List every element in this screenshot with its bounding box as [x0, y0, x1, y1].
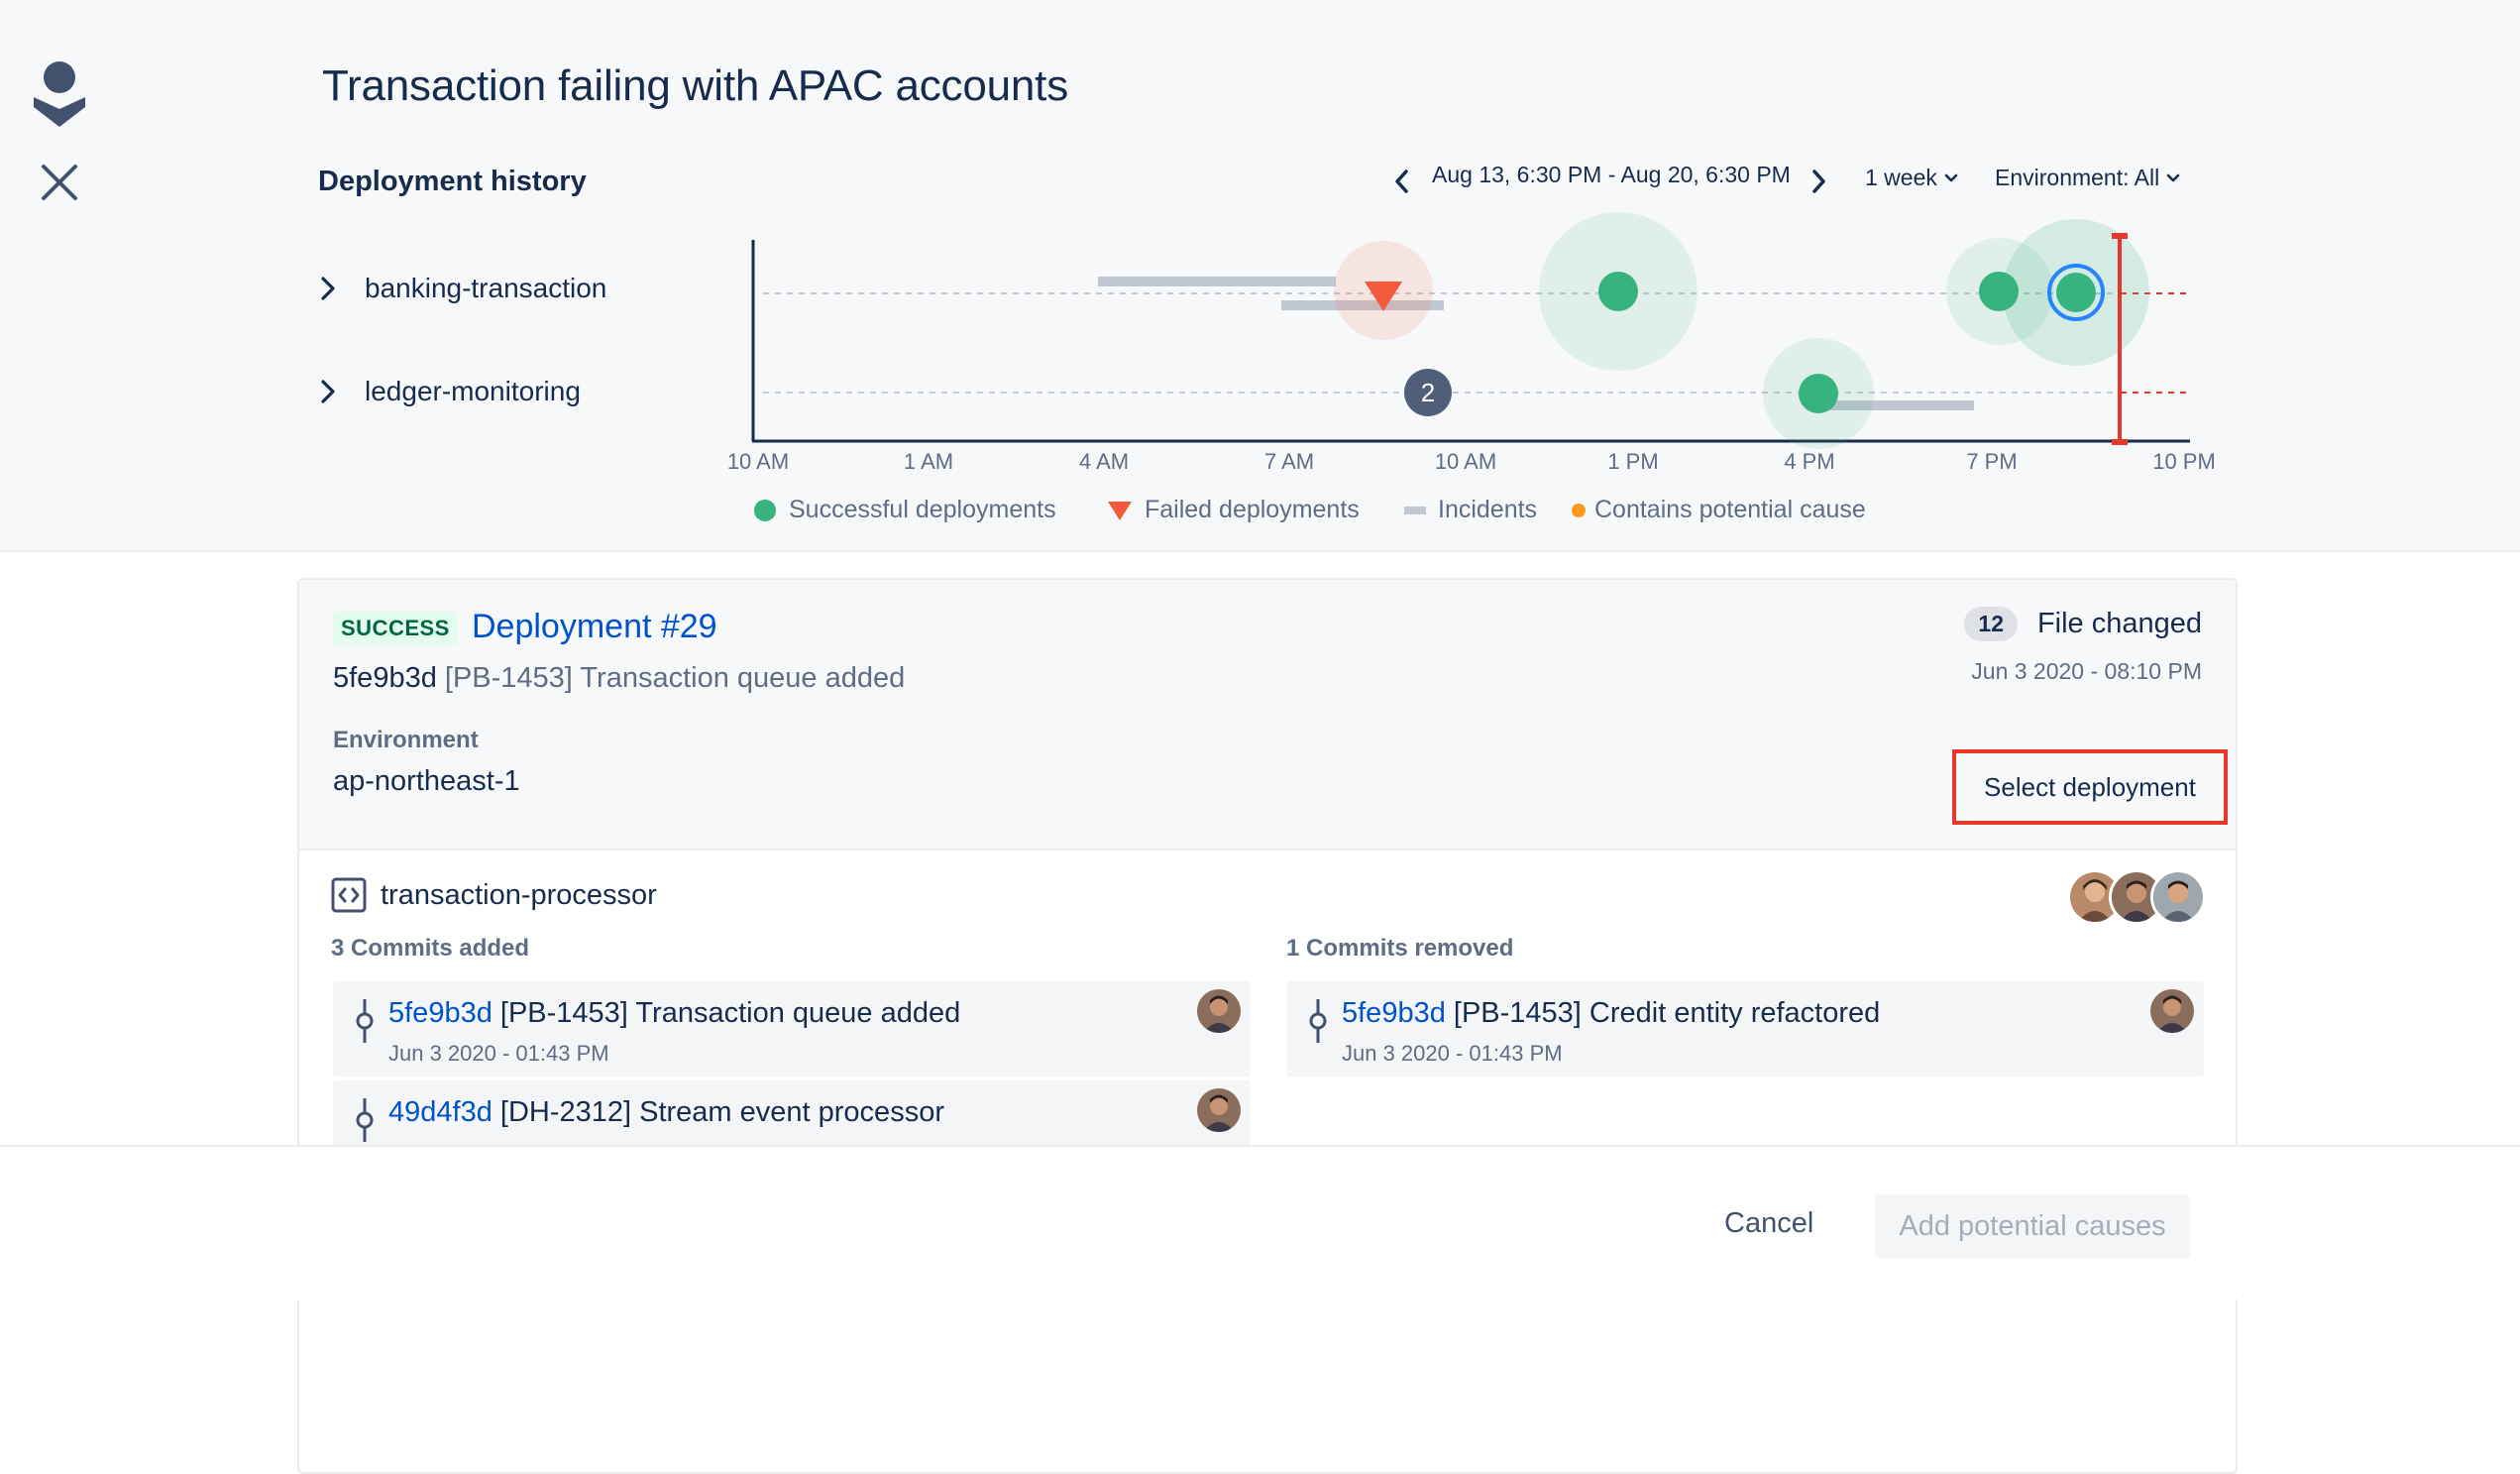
current-time-cap — [2112, 233, 2128, 239]
current-time-cap — [2112, 439, 2128, 445]
incident-bar — [1098, 277, 1336, 286]
deployment-timeline: 2 — [751, 212, 2192, 449]
deployment-date: Jun 3 2020 - 08:10 PM — [1971, 658, 2202, 684]
avatar — [2150, 989, 2194, 1033]
commit-item[interactable]: 5fe9b3d [PB-1453] Transaction queue adde… — [333, 981, 1251, 1077]
close-icon[interactable] — [34, 157, 85, 208]
chevron-down-icon — [2166, 173, 2180, 181]
app-logo-icon — [34, 61, 85, 127]
legend-success: Successful deployments — [753, 496, 1056, 524]
commit-title: 49d4f3d [DH-2312] Stream event processor — [388, 1096, 944, 1129]
x-tick: 10 PM — [2152, 449, 2216, 474]
commits-removed-label: 1 Commits removed — [1286, 935, 1514, 962]
commit-hash: 5fe9b3d — [333, 662, 437, 694]
x-tick: 10 AM — [726, 449, 790, 474]
avatar[interactable] — [2109, 869, 2164, 925]
commits-added-label: 3 Commits added — [331, 935, 530, 962]
avatar — [1197, 989, 1241, 1033]
date-range-label: Aug 13, 6:30 PM - Aug 20, 6:30 PM — [1432, 162, 1791, 187]
commit-hash-link[interactable]: 5fe9b3d — [1342, 997, 1446, 1029]
page-title: Transaction failing with APAC accounts — [322, 61, 1068, 110]
repository-name: transaction-processor — [381, 878, 657, 911]
files-changed-label: File changed — [2036, 608, 2202, 639]
x-tick: 7 AM — [1263, 449, 1315, 474]
x-tick: 10 AM — [1434, 449, 1497, 474]
incident-bar — [1811, 400, 1974, 410]
avatar — [1197, 1088, 1241, 1132]
commit-icon — [356, 999, 374, 1043]
row-label-text: ledger-monitoring — [365, 376, 581, 406]
legend-incidents: Incidents — [1404, 496, 1537, 524]
add-potential-causes-button[interactable]: Add potential causes — [1875, 1194, 2190, 1258]
row-label-text: banking-transaction — [365, 273, 607, 303]
files-count-badge: 12 — [1964, 607, 2018, 641]
deployment-history-panel — [0, 0, 2520, 552]
x-tick: 4 PM — [1784, 449, 1835, 474]
environment-dropdown[interactable]: Environment: All — [1995, 165, 2181, 191]
chevron-right-icon — [321, 380, 335, 403]
x-tick: 7 PM — [1966, 449, 2018, 474]
commit-date: Jun 3 2020 - 01:43 PM — [388, 1041, 609, 1066]
cluster-count: 2 — [1421, 378, 1435, 407]
repository-row: transaction-processor — [331, 877, 657, 913]
row-ledger-monitoring[interactable]: ledger-monitoring — [319, 376, 581, 407]
success-deployment-marker — [1598, 272, 1638, 311]
period-dropdown-label: 1 week — [1865, 165, 1937, 190]
x-tick: 1 AM — [903, 449, 954, 474]
commit-icon — [1309, 999, 1327, 1043]
legend-incidents-label: Incidents — [1438, 496, 1538, 523]
legend-cause: Contains potential cause — [1571, 496, 1866, 524]
chevron-right-icon — [321, 277, 335, 300]
commit-message: [DH-2312] Stream event processor — [499, 1096, 944, 1128]
incident-bar — [1281, 300, 1444, 310]
deployment-title-link[interactable]: Deployment #29 — [472, 608, 717, 645]
chevron-down-icon — [1944, 173, 1958, 181]
commit-message: [PB-1453] Transaction queue added — [444, 662, 906, 694]
commit-message: [PB-1453] Transaction queue added — [499, 997, 961, 1029]
x-tick: 4 AM — [1078, 449, 1130, 474]
selected-deployment-marker — [2056, 273, 2096, 312]
legend-failed-label: Failed deployments — [1145, 496, 1360, 523]
avatar[interactable] — [2150, 869, 2206, 925]
success-deployment-marker — [1979, 272, 2019, 311]
deployment-card-header: SUCCESS Deployment #29 5fe9b3d [PB-1453]… — [299, 580, 2236, 850]
code-repo-icon — [331, 877, 367, 913]
selected-deployment-ring — [2047, 264, 2105, 321]
dialog-footer: Cancel Add potential causes — [0, 1145, 2520, 1300]
commit-hash-link[interactable]: 5fe9b3d — [388, 997, 493, 1029]
deployment-commit: 5fe9b3d [PB-1453] Transaction queue adde… — [333, 662, 905, 695]
commit-hash-link[interactable]: 49d4f3d — [388, 1096, 493, 1128]
commit-icon — [356, 1098, 374, 1142]
chevron-left-icon[interactable] — [1385, 164, 1419, 199]
status-badge: SUCCESS — [333, 612, 458, 645]
select-deployment-button[interactable]: Select deployment — [1952, 749, 2228, 825]
commit-item[interactable]: 5fe9b3d [PB-1453] Credit entity refactor… — [1286, 981, 2204, 1077]
cause-dot-icon — [1572, 503, 1586, 517]
commit-item[interactable]: 49d4f3d [DH-2312] Stream event processor — [333, 1080, 1251, 1150]
deployment-cluster — [1404, 369, 1452, 416]
row-banking-transaction[interactable]: banking-transaction — [319, 273, 606, 304]
failed-triangle-icon — [1108, 501, 1132, 520]
environment-value: ap-northeast-1 — [333, 765, 520, 797]
commit-date: Jun 3 2020 - 01:43 PM — [1342, 1041, 1563, 1066]
environment-label: Environment — [333, 727, 479, 753]
x-tick: 1 PM — [1607, 449, 1659, 474]
cancel-button[interactable]: Cancel — [1718, 1206, 1819, 1241]
success-dot-icon — [754, 499, 776, 521]
chevron-right-icon[interactable] — [1802, 164, 1835, 199]
failed-deployment-marker — [1365, 282, 1402, 311]
incident-bar-icon — [1404, 506, 1426, 514]
commit-title: 5fe9b3d [PB-1453] Transaction queue adde… — [388, 997, 960, 1030]
environment-dropdown-label: Environment: All — [1995, 165, 2160, 190]
period-dropdown[interactable]: 1 week — [1865, 165, 1959, 191]
contributors-avatars — [2067, 869, 2206, 925]
commit-message: [PB-1453] Credit entity refactored — [1453, 997, 1881, 1029]
legend-failed: Failed deployments — [1107, 496, 1360, 524]
deployment-card: SUCCESS Deployment #29 5fe9b3d [PB-1453]… — [297, 578, 2238, 1474]
legend-cause-label: Contains potential cause — [1594, 496, 1866, 523]
legend-success-label: Successful deployments — [789, 496, 1056, 523]
deployment-history-title: Deployment history — [318, 166, 587, 197]
success-deployment-marker — [1799, 374, 1838, 413]
commit-title: 5fe9b3d [PB-1453] Credit entity refactor… — [1342, 997, 1880, 1030]
